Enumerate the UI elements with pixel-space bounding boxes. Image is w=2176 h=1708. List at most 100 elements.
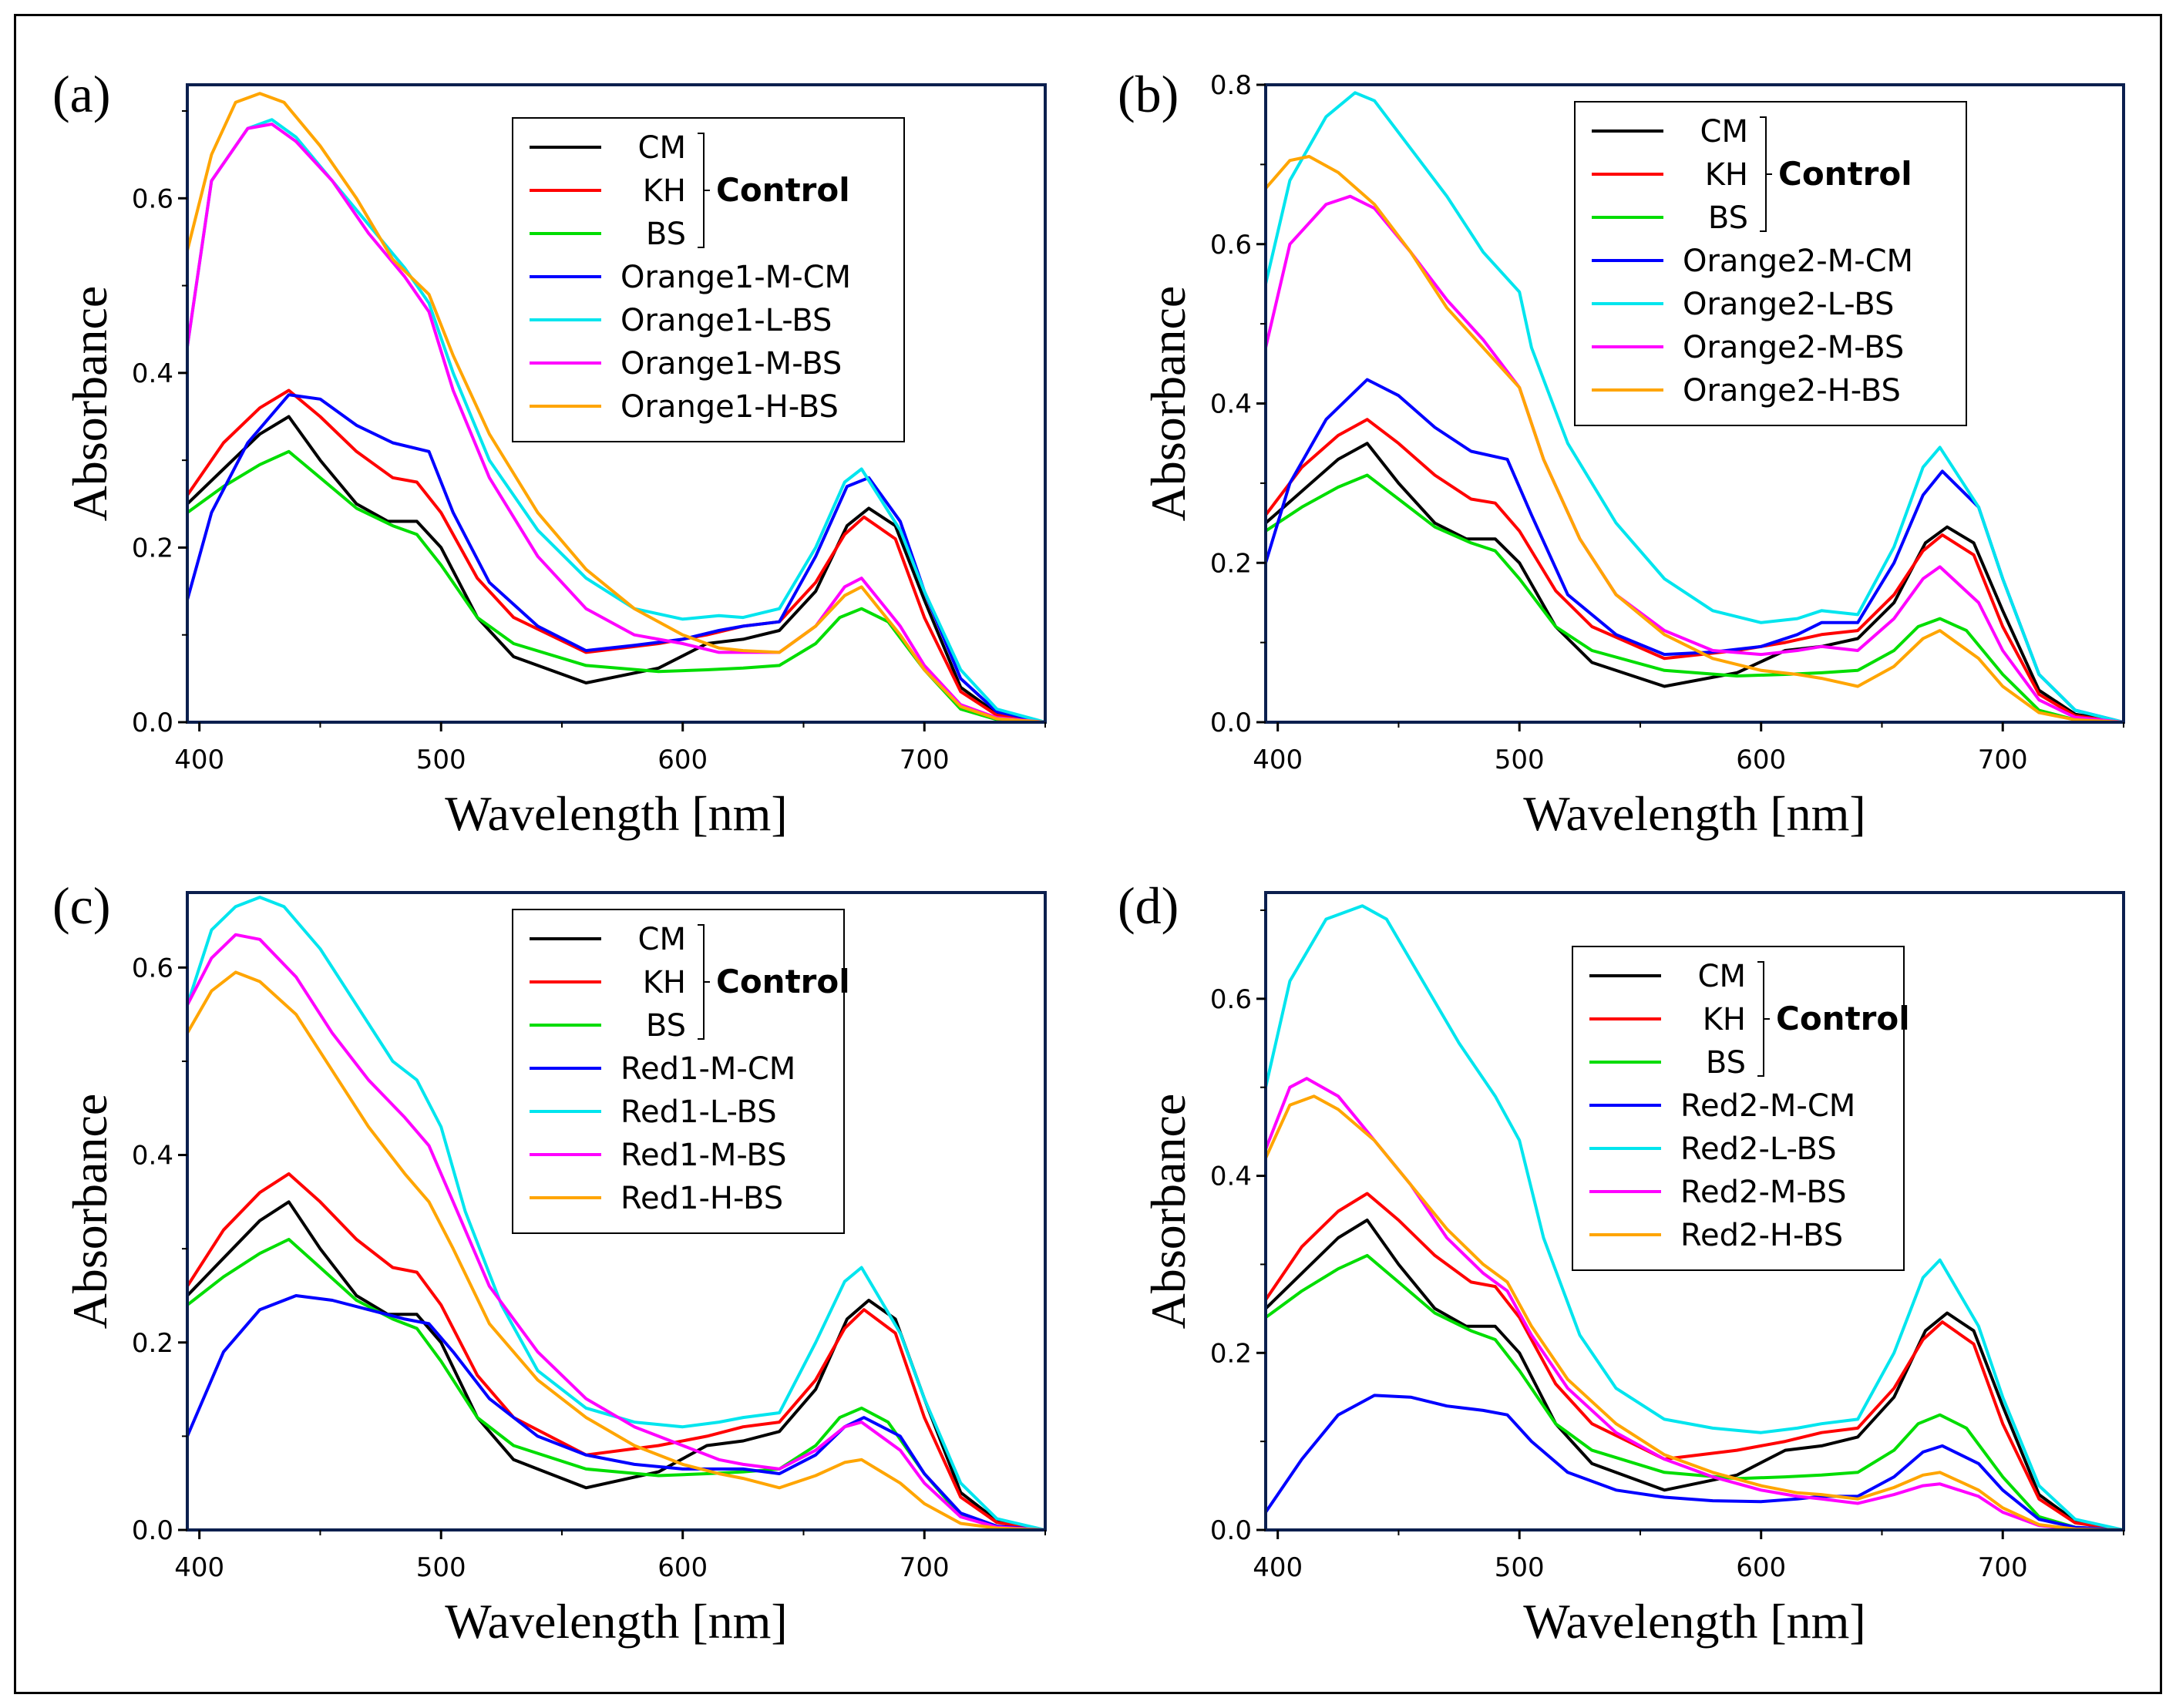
chart-panel-2: (b) 400 500 600 700 0.0 0.2 0.4 0.6 0.8 Wavelength… xyxy=(1118,65,2125,841)
legend-entry-label: Orange1-H-BS xyxy=(621,389,839,425)
legend-group-bracket xyxy=(1760,116,1772,232)
y-tick-label: 0.4 xyxy=(132,358,173,389)
legend-entry-label: BS xyxy=(646,217,686,252)
legend-group-label: Control xyxy=(716,171,850,209)
legend-entry-label: Red2-L-BS xyxy=(1680,1131,1837,1167)
legend-group-bracket xyxy=(698,133,710,248)
series-line-2 xyxy=(187,1172,1045,1530)
legend-entry-label: CM xyxy=(638,922,686,957)
series-line-5 xyxy=(1266,91,2124,722)
y-tick-label: 0.4 xyxy=(1210,389,1252,420)
legend-group-label: Control xyxy=(1778,155,1912,193)
series-line-6 xyxy=(187,933,1045,1530)
y-tick-label: 0.0 xyxy=(1210,1515,1252,1546)
y-tick-label: 0.4 xyxy=(132,1141,173,1172)
series-line-4 xyxy=(187,1294,1045,1530)
legend-entry-label: CM xyxy=(638,130,686,166)
legend-entry-label: BS xyxy=(1706,1045,1746,1081)
legend-entry-label: Red2-M-BS xyxy=(1680,1175,1847,1210)
legend-group-label: Control xyxy=(1776,1000,1910,1037)
series-line-4 xyxy=(187,393,1045,722)
legend-entry-label: Orange2-M-CM xyxy=(1683,244,1913,279)
legend-entry-label: Orange2-L-BS xyxy=(1683,287,1894,322)
x-tick-label: 400 xyxy=(174,1552,224,1583)
legend-entry-label: KH xyxy=(643,173,686,209)
chart-panel-4: (d) 400 500 600 700 0.0 0.2 0.4 0.6 Wavelength [n… xyxy=(1118,876,2125,1649)
legend-group-label: Control xyxy=(716,963,850,1000)
y-tick-label: 0.2 xyxy=(132,533,173,563)
y-tick-label: 0.2 xyxy=(1210,548,1252,579)
plot-frame xyxy=(186,83,1047,724)
series-line-1 xyxy=(187,1200,1045,1530)
x-axis-title: Wavelength [nm] xyxy=(445,786,787,841)
series-line-5 xyxy=(1266,904,2124,1530)
series-line-3 xyxy=(187,1238,1045,1530)
legend-entry-label: Orange1-M-BS xyxy=(621,346,842,382)
x-tick-label: 600 xyxy=(658,1552,708,1583)
legend-entry-label: Red2-H-BS xyxy=(1680,1218,1843,1253)
x-tick-label: 500 xyxy=(416,745,466,775)
legend-entry-label: Red2-M-CM xyxy=(1680,1088,1855,1124)
series-line-6 xyxy=(187,123,1045,722)
series-line-5 xyxy=(187,896,1045,1530)
y-tick-label: 0.6 xyxy=(1210,984,1252,1015)
x-tick-label: 700 xyxy=(1978,745,2028,775)
figure-frame xyxy=(14,14,2162,1694)
legend-entry-label: Orange2-H-BS xyxy=(1683,373,1901,409)
legend-entry-label: BS xyxy=(646,1008,686,1044)
legend-box xyxy=(1572,946,1905,1271)
y-tick-label: 0.6 xyxy=(132,183,173,214)
x-axis-title: Wavelength [nm] xyxy=(445,1594,787,1649)
y-tick-label: 0.2 xyxy=(132,1328,173,1359)
legend-entry-label: Red1-L-BS xyxy=(621,1094,777,1130)
chart-panel-1: (a) 400 500 600 700 0.0 0.2 0.4 0.6 Wavelength [n… xyxy=(52,65,1047,841)
panel-label: (c) xyxy=(52,876,110,935)
x-tick-label: 400 xyxy=(174,745,224,775)
legend-entry-label: BS xyxy=(1708,200,1748,236)
legend-box xyxy=(1574,101,1967,426)
x-tick-label: 400 xyxy=(1253,1552,1303,1583)
legend-entry-label: Red1-M-BS xyxy=(621,1138,787,1173)
legend-entry-label: KH xyxy=(643,965,686,1000)
legend-box xyxy=(512,909,845,1234)
legend-box xyxy=(512,117,905,442)
series-line-7 xyxy=(187,970,1045,1530)
series-line-7 xyxy=(187,92,1045,722)
y-tick-label: 0.0 xyxy=(132,1515,173,1546)
series-line-3 xyxy=(1266,473,2124,722)
legend: CM KH BS Red1-M-CM Red1-L-BS Red1-M-BS Red1-H-… xyxy=(512,909,850,1234)
legend-entry-label: Orange2-M-BS xyxy=(1683,330,1904,365)
y-tick-label: 0.4 xyxy=(1210,1162,1252,1192)
y-tick-label: 0.2 xyxy=(1210,1338,1252,1369)
series-line-1 xyxy=(1266,1219,2124,1530)
legend-entry-label: Orange1-L-BS xyxy=(621,303,832,338)
legend-entry-label: CM xyxy=(1698,959,1746,994)
series-line-2 xyxy=(1266,418,2124,722)
legend-entry-label: Red1-H-BS xyxy=(621,1181,783,1216)
y-tick-label: 0.0 xyxy=(132,708,173,738)
x-tick-label: 600 xyxy=(1736,745,1786,775)
legend-entry-label: CM xyxy=(1700,114,1748,150)
series-line-6 xyxy=(1266,194,2124,722)
legend-group-bracket xyxy=(1757,961,1770,1077)
legend-entry-label: Red1-M-CM xyxy=(621,1051,795,1087)
plot-frame xyxy=(1264,891,2125,1531)
series-line-1 xyxy=(187,415,1045,722)
y-axis-title: Absorbance xyxy=(62,286,117,522)
x-tick-label: 700 xyxy=(900,745,950,775)
legend: CM KH BS Red2-M-CM Red2-L-BS Red2-M-BS Red2-H-… xyxy=(1572,946,1910,1271)
y-axis-title: Absorbance xyxy=(1141,286,1196,522)
legend-group-bracket xyxy=(698,924,710,1040)
panel-label: (b) xyxy=(1118,65,1179,123)
x-tick-label: 500 xyxy=(1495,745,1545,775)
y-tick-label: 0.8 xyxy=(1210,70,1252,101)
legend: CM KH BS Orange2-M-CM Orange2-L-BS Orange2-M-… xyxy=(1574,101,1967,426)
x-tick-label: 700 xyxy=(1978,1552,2028,1583)
chart-panel-3: (c) 400 500 600 700 0.0 0.2 0.4 0.6 Wavelength [n… xyxy=(52,876,1047,1649)
x-tick-label: 500 xyxy=(416,1552,466,1583)
y-axis-title: Absorbance xyxy=(1141,1094,1196,1330)
panel-label: (d) xyxy=(1118,876,1179,935)
x-tick-label: 400 xyxy=(1253,745,1303,775)
x-tick-label: 600 xyxy=(658,745,708,775)
